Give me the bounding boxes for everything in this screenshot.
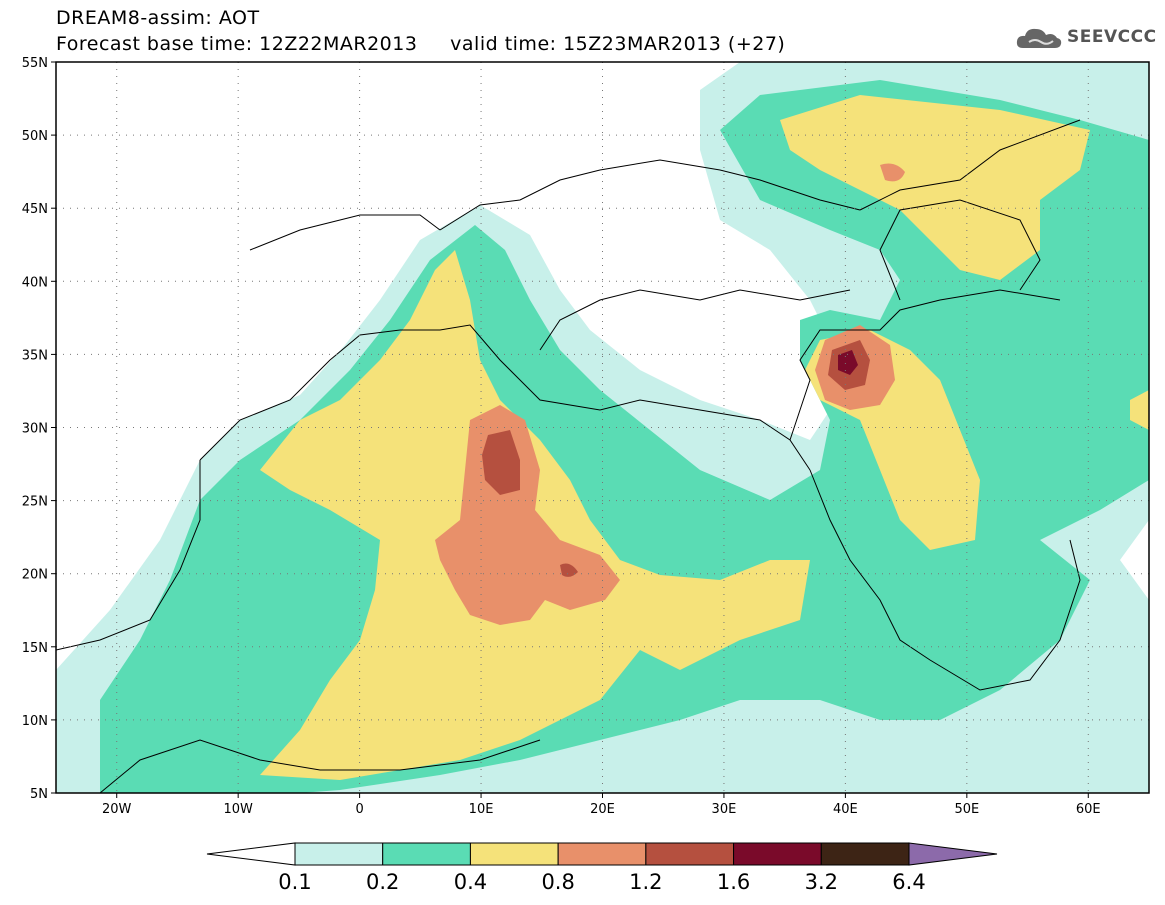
axis-ticks: 55N 50N 45N 40N 35N 30N 25N 20N 15N 10N 5N 20W 10W 0 1…	[22, 56, 1101, 817]
colorbar-label: 0.1	[278, 870, 312, 894]
lat-tick-label: 15N	[22, 641, 48, 656]
aot-band-1.6	[838, 350, 858, 375]
lon-tick-label: 30E	[712, 802, 737, 817]
lat-tick-label: 45N	[22, 202, 48, 217]
lat-tick-label: 50N	[22, 129, 48, 144]
colorbar-box	[382, 842, 471, 866]
colorbar-under-triangle	[206, 842, 296, 866]
colorbar-box	[645, 842, 735, 866]
colorbar-label: 3.2	[804, 870, 838, 894]
aot-band-0.4-east	[1130, 390, 1149, 430]
colorbar-over-triangle	[908, 842, 998, 866]
lat-tick-label: 35N	[22, 348, 48, 363]
colorbar-label: 1.6	[716, 870, 751, 894]
colorbar-label: 0.8	[541, 870, 575, 894]
lat-tick-label: 30N	[22, 422, 48, 437]
lon-tick-label: 0	[355, 802, 363, 817]
lat-tick-label: 5N	[30, 787, 48, 802]
lon-tick-label: 40E	[833, 802, 858, 817]
coastlines	[56, 119, 1081, 793]
colorbar-label: 1.2	[629, 870, 663, 894]
lon-tick-label: 20W	[102, 802, 132, 817]
colorbar-label: 0.4	[453, 870, 488, 894]
lon-tick-label: 10E	[469, 802, 494, 817]
map-title: DREAM8-assim: AOT	[56, 7, 260, 29]
aot-band-0.4-north	[780, 95, 1090, 280]
colorbar-label: 6.4	[892, 870, 926, 894]
aot-band-0.2	[100, 80, 1149, 793]
colorbar	[206, 842, 998, 866]
seevccc-logo: SEEVCCC	[1015, 24, 1157, 50]
lon-tick-label: 50E	[954, 802, 979, 817]
lat-tick-label: 40N	[22, 275, 48, 290]
aot-band-1.2	[482, 430, 520, 495]
colorbar-box	[820, 842, 910, 866]
lon-tick-label: 20E	[590, 802, 615, 817]
colorbar-box	[294, 842, 384, 866]
lat-tick-label: 20N	[22, 568, 48, 583]
graticule	[56, 62, 1149, 793]
aot-band-1.2-small	[560, 563, 578, 577]
colorbar-box	[557, 842, 647, 866]
aot-band-0.8-north	[880, 163, 905, 182]
colorbar-label: 0.2	[366, 870, 400, 894]
logo-text: SEEVCCC	[1067, 27, 1157, 47]
lat-tick-label: 25N	[22, 495, 48, 510]
lat-tick-label: 10N	[22, 714, 48, 729]
colorbar-box	[733, 842, 822, 866]
colorbar-box	[469, 842, 559, 866]
cloud-logo-icon	[1016, 28, 1062, 48]
forecast-times: Forecast base time: 12Z22MAR2013 valid t…	[56, 34, 785, 54]
lat-tick-label: 55N	[22, 56, 48, 71]
lon-tick-label: 60E	[1076, 802, 1101, 817]
valid-time-label: valid time: 15Z23MAR2013 (+27)	[450, 33, 786, 55]
base-time-label: Forecast base time: 12Z22MAR2013	[56, 33, 418, 55]
lon-tick-label: 10W	[223, 802, 253, 817]
